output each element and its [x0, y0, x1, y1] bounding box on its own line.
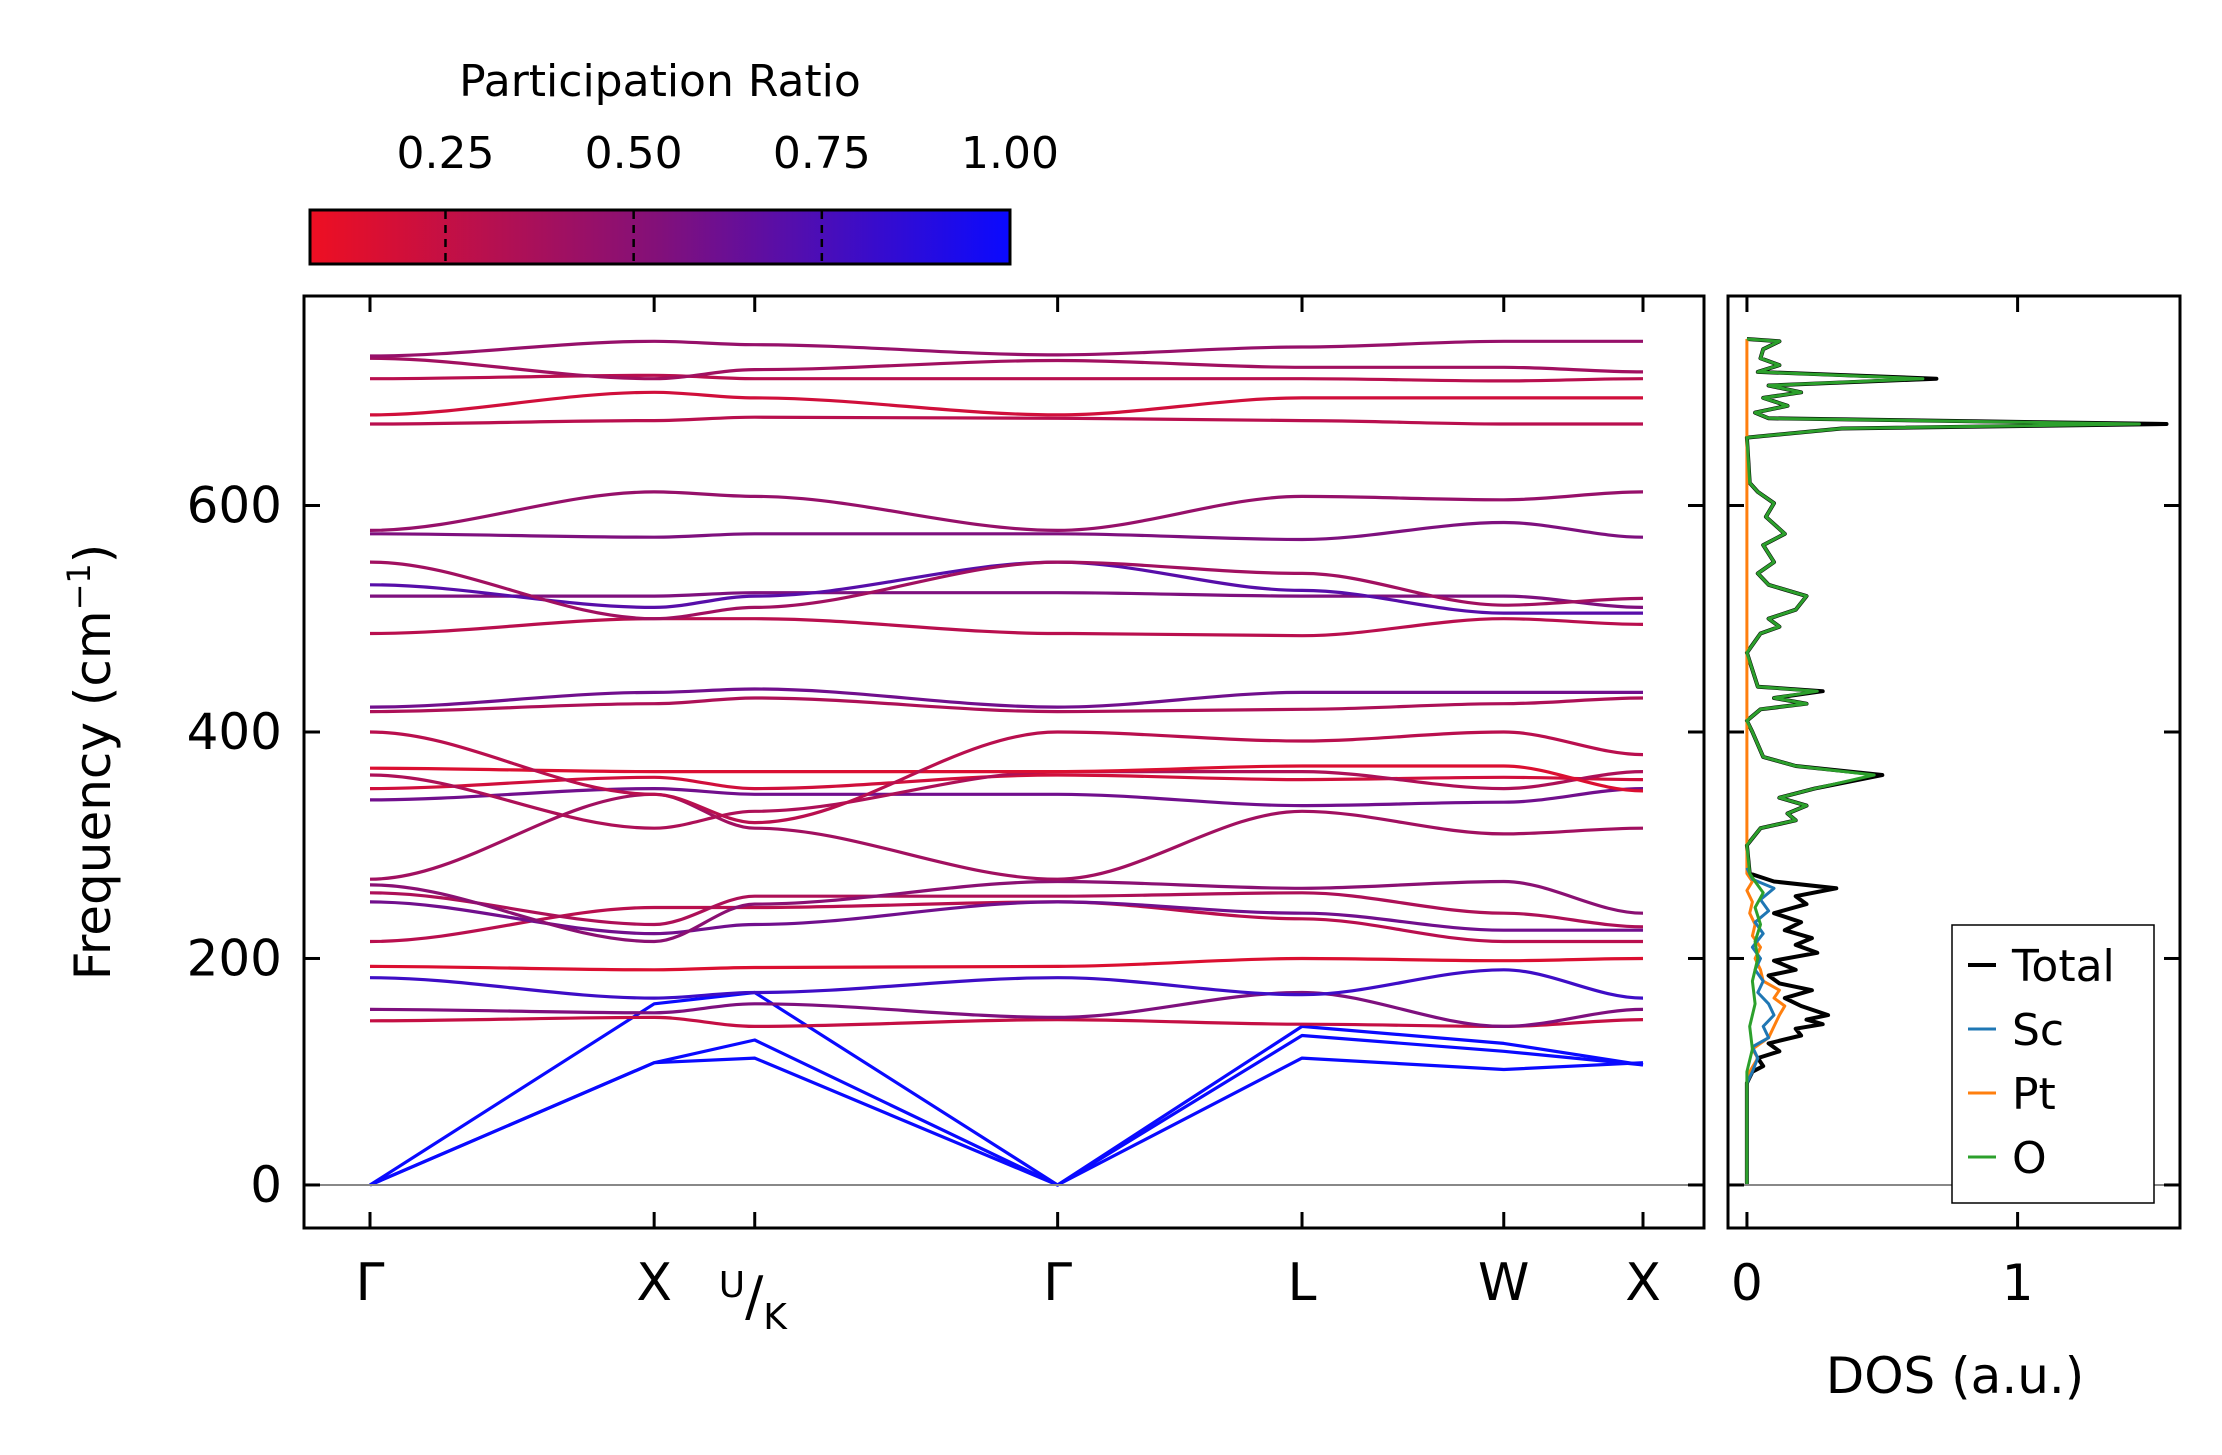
band-line-optic-575 — [369, 520, 1644, 542]
band-line-optic-578 — [369, 490, 1644, 532]
band-y-tick-label: 200 — [187, 929, 282, 987]
band-frame — [302, 294, 1706, 1230]
band-x-tick-label-uk: U/K — [719, 1265, 789, 1338]
legend-label-total: Total — [2011, 941, 2115, 992]
legend-label-sc: Sc — [2012, 1005, 2064, 1056]
band-line-optic-270 — [369, 792, 1644, 881]
band-x-tick-label: W — [1478, 1253, 1529, 1313]
band-line-optic-340 — [369, 787, 1644, 808]
band-line-optic-215 — [369, 900, 1643, 944]
colorbar: Participation Ratio 0.25 0.50 0.75 1.00 — [308, 56, 1059, 266]
band-y-tick-label: 600 — [187, 477, 282, 535]
band-line-optic-350 — [369, 773, 1644, 791]
band-y-ticks: 0 200 400 600 — [187, 477, 1704, 1214]
colorbar-tick-label: 0.25 — [396, 128, 494, 179]
band-x-tick-label: X — [636, 1253, 672, 1313]
colorbar-tick-label: 0.50 — [585, 128, 683, 179]
band-line-optic-732 — [369, 339, 1643, 358]
band-x-tick-label: L — [1288, 1253, 1317, 1313]
dos-line-sc — [1745, 867, 1776, 1185]
band-line-optic-265 — [369, 879, 1644, 944]
band-y-tick-label: 0 — [250, 1156, 282, 1214]
colorbar-tick-label: 1.00 — [961, 128, 1059, 179]
dos-x-tick-label: 0 — [1731, 1254, 1763, 1312]
band-line-acoustic-1 — [369, 1056, 1644, 1187]
band-line-optic-418 — [369, 696, 1644, 714]
band-line-optic-730 — [369, 356, 1644, 381]
colorbar-tick-label: 0.75 — [773, 128, 871, 179]
colorbar-ticks: 0.25 0.50 0.75 1.00 — [396, 128, 1059, 263]
y-axis-label: Frequency (cm−1) — [60, 544, 122, 981]
band-line-optic-183 — [369, 968, 1644, 1000]
band-lines — [304, 339, 1704, 1187]
band-line-optic-368 — [369, 764, 1644, 793]
legend-label-pt: Pt — [2012, 1069, 2056, 1120]
band-line-optic-520 — [369, 591, 1644, 609]
band-x-tick-label: Γ — [1043, 1253, 1072, 1313]
y-axis-label-end: ) — [64, 544, 122, 564]
y-axis-label-base: Frequency (cm — [64, 610, 122, 980]
band-line-optic-712 — [369, 373, 1644, 383]
y-axis-label-sup: −1 — [60, 563, 98, 610]
band-line-optic-258 — [369, 891, 1644, 929]
band-panel: 0 200 400 600 Γ X U/K Γ L W X Frequency (cm−1) — [60, 294, 1706, 1338]
band-line-optic-487 — [369, 617, 1644, 638]
colorbar-gradient — [308, 208, 1012, 266]
dos-x-axis-label: DOS (a.u.) — [1826, 1347, 2085, 1405]
band-line-optic-400 — [369, 730, 1644, 825]
band-line-optic-155 — [369, 990, 1644, 1028]
band-line-optic-550 — [369, 560, 1644, 621]
band-line-optic-422 — [369, 687, 1643, 709]
band-line-optic-672 — [369, 415, 1643, 426]
dos-line-o — [1745, 337, 2141, 1185]
colorbar-title: Participation Ratio — [459, 56, 861, 107]
dos-frame — [1726, 294, 2182, 1230]
band-line-optic-193 — [369, 956, 1644, 972]
band-line-optic-680 — [369, 390, 1643, 417]
band-x-tick-label: Γ — [356, 1253, 385, 1313]
legend-label-o: O — [2012, 1133, 2047, 1184]
band-line-optic-250 — [369, 900, 1643, 936]
legend: Total Sc Pt O — [1951, 924, 2155, 1204]
dos-x-tick-label: 1 — [2002, 1254, 2034, 1312]
legend-items: Total Sc Pt O — [1968, 941, 2115, 1184]
band-y-tick-label: 400 — [187, 703, 282, 761]
band-x-tick-label: X — [1625, 1253, 1661, 1313]
band-x-ticks: Γ X U/K Γ L W X — [356, 296, 1661, 1338]
